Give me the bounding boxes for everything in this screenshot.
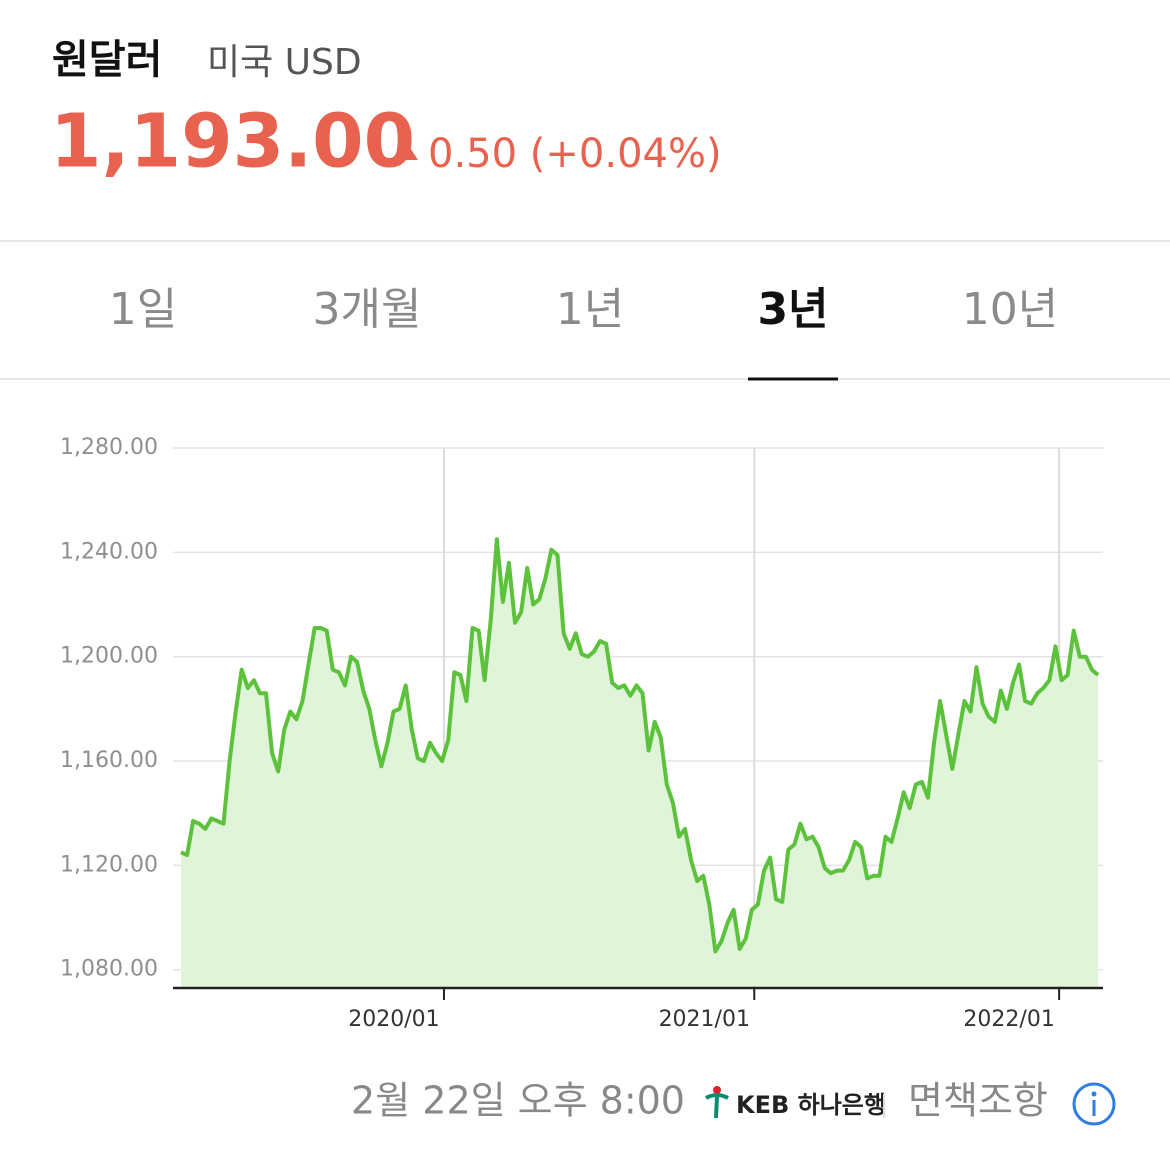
disclaimer[interactable]: 면책조항: [908, 1079, 1048, 1123]
y-tick-label: 1,200.00: [60, 644, 158, 669]
change: 0.50 (+0.04%): [428, 131, 722, 177]
tab[interactable]: 1년: [556, 284, 624, 335]
tab[interactable]: 3개월: [313, 284, 422, 335]
up-arrow: [392, 140, 418, 160]
logo-dot: [713, 1086, 721, 1094]
y-tick-label: 1,080.00: [60, 957, 158, 982]
source-logo: KEB 하나은행: [705, 1086, 886, 1119]
source: KEB 하나은행: [736, 1091, 886, 1119]
tab-active[interactable]: 3년: [757, 284, 828, 335]
y-tick-label: 1,120.00: [60, 852, 158, 877]
title: 원달러: [52, 37, 162, 83]
chart: 1,080.00 1,120.00 1,160.00 1,200.00 1,240.00…: [60, 435, 1103, 1032]
y-tick-label: 1,160.00: [60, 748, 158, 773]
line: [180, 537, 1100, 954]
info-dot: [1091, 1091, 1097, 1097]
logo-figure: [705, 1093, 729, 1119]
x-tick-label: 2021/01: [659, 1007, 750, 1032]
x-tick-label: 2020/01: [348, 1007, 439, 1032]
timestamp: 2월 22일 오후 8:00: [351, 1079, 685, 1123]
price: 1,193.00: [50, 99, 415, 185]
tab[interactable]: 1일: [109, 284, 177, 335]
y-tick-label: 1,240.00: [60, 539, 158, 564]
area: [181, 539, 1098, 988]
y-tick-label: 1,280.00: [60, 435, 158, 460]
info-circle[interactable]: [1072, 1082, 1116, 1126]
tab[interactable]: 10년: [962, 284, 1058, 335]
x-tick-label: 2022/01: [963, 1007, 1054, 1032]
subtitle: 미국 USD: [207, 42, 362, 83]
info-icon[interactable]: [1072, 1082, 1116, 1126]
